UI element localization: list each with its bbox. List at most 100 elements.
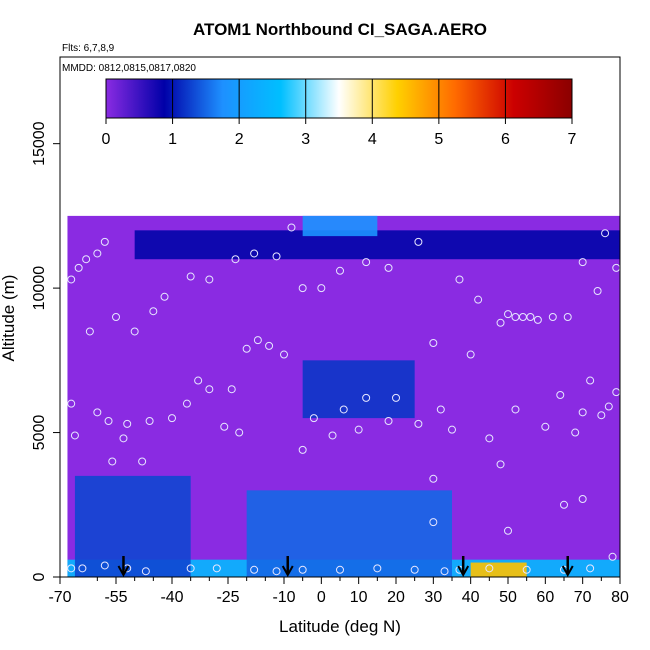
colorbar-tick-label: 0 (102, 131, 111, 148)
sample-point (149, 307, 158, 316)
x-tick-label: 10 (350, 589, 368, 606)
sample-point (272, 567, 281, 576)
sample-point (466, 350, 475, 359)
sample-point (586, 564, 595, 573)
chart-title: ATOM1 Northbound CI_SAGA.AERO (193, 20, 487, 39)
heatmap-layer (67, 215, 620, 577)
sample-point (160, 292, 169, 301)
flight-markers-layer (117, 556, 574, 578)
x-tick-label: 0 (317, 589, 326, 606)
sample-point (205, 275, 214, 284)
sample-point (100, 237, 109, 246)
colorbar-rect (105, 78, 573, 119)
sample-point (384, 417, 393, 425)
sample-point (74, 263, 83, 272)
sample-point (526, 313, 535, 321)
sample-point (410, 565, 419, 574)
sample-point (339, 405, 348, 414)
sample-point (298, 284, 307, 293)
heatmap-region (302, 215, 378, 237)
sample-point (82, 255, 91, 264)
sample-point (67, 564, 76, 573)
x-tick-label: -25 (216, 589, 239, 606)
colorbar: 0 1 2 3 4 5 6 7 (102, 78, 577, 148)
sample-point (354, 425, 363, 434)
colorbar-tick-label: 6 (501, 131, 510, 148)
sample-point (235, 428, 244, 437)
sample-point (220, 422, 229, 431)
sample-point (578, 408, 587, 417)
sample-point (182, 399, 191, 408)
y-tick-label: 10000 (31, 266, 48, 311)
sample-point (455, 275, 464, 284)
colorbar-tick-label: 7 (568, 131, 577, 148)
dates-label: MMDD: 0812,0815,0817,0820 (62, 63, 196, 74)
sample-point (227, 385, 236, 394)
heatmap-region (74, 475, 191, 577)
sample-point (186, 564, 195, 573)
sample-point (317, 284, 326, 293)
sample-point (511, 405, 520, 414)
sample-point (67, 399, 76, 408)
y-axis-label: Altitude (m) (0, 275, 18, 362)
sample-point (578, 495, 587, 503)
sample-point (250, 565, 259, 574)
sample-point (119, 434, 128, 443)
sample-point (298, 565, 307, 574)
sample-point (414, 237, 423, 246)
sample-point (78, 564, 87, 573)
flights-label: Flts: 6,7,8,9 (62, 43, 115, 54)
sample-point (93, 408, 102, 417)
sample-point (485, 434, 494, 443)
sample-point (496, 460, 505, 469)
sample-point (145, 417, 154, 425)
sample-point (108, 457, 117, 466)
sample-point (328, 431, 337, 440)
flight-marker-arrowhead (457, 565, 470, 578)
x-tick-label: 80 (611, 589, 629, 606)
sample-point (429, 474, 438, 483)
sample-point (597, 411, 606, 420)
sample-point (563, 313, 572, 321)
sample-point (533, 315, 542, 324)
sample-point (250, 249, 259, 258)
sample-point (548, 313, 557, 321)
sample-point (429, 518, 438, 527)
sample-point (604, 402, 613, 411)
y-axis: 0 5000 10000 15000 (31, 121, 60, 581)
sample-point (601, 229, 610, 238)
sample-point (362, 258, 371, 267)
colorbar-ticks: 0 1 2 3 4 5 6 7 (102, 79, 577, 148)
sample-point (593, 287, 602, 295)
sample-point (104, 417, 113, 425)
sample-point (336, 266, 344, 275)
sample-point (123, 419, 132, 428)
sample-point (242, 344, 251, 353)
sample-points-layer (67, 223, 620, 576)
sample-point (130, 327, 139, 336)
sample-point (586, 376, 595, 385)
y-tick-label: 15000 (31, 121, 48, 166)
x-tick-label: 30 (424, 589, 442, 606)
x-tick-label: -70 (48, 589, 71, 606)
sample-point (373, 564, 382, 573)
y-tick-label: 5000 (31, 415, 48, 451)
sample-point (560, 500, 568, 509)
heatmap-region (246, 490, 452, 577)
sample-point (194, 376, 203, 385)
x-tick-label: 40 (462, 589, 480, 606)
sample-point (112, 313, 120, 321)
sample-point (298, 445, 307, 454)
x-tick-label: 60 (536, 589, 554, 606)
y-tick-label: 0 (31, 572, 48, 581)
sample-point (522, 565, 531, 574)
sample-point (168, 414, 176, 423)
sample-point (485, 564, 494, 573)
sample-point (578, 258, 587, 267)
sample-point (414, 419, 423, 428)
sample-point (541, 422, 550, 431)
colorbar-tick-label: 1 (168, 131, 177, 148)
sample-point (429, 339, 438, 347)
sample-point (67, 275, 76, 284)
